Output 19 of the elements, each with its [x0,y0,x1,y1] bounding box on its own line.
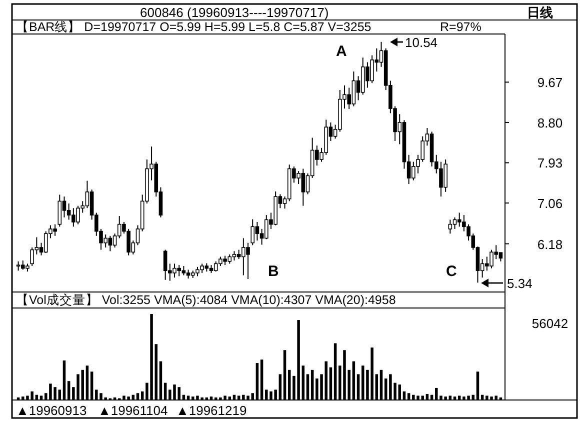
text: 56042 [532,316,568,331]
annotation: 【BAR线】 D=19970717 O=5.99 H=5.99 L=5.8 C=5.87 V=3255 [16,20,372,34]
text: 5.34 [507,276,532,291]
annotation: B [268,263,279,280]
chart-title: 【Vol成交量】 Vol:3255 VMA(5):4084 VMA(10):4307 VMA(20):4958 [16,292,396,307]
text: 日线 [527,5,553,20]
chart-title: 600846 (19960913----19970717) [140,5,329,20]
text: ▲19961219 [176,403,247,418]
y-tick-label: 8.80 [537,115,563,130]
y-tick-label: 9.67 [537,75,563,90]
annotation: C [446,263,457,280]
annotation: A [336,43,347,60]
annotation: R=97% [440,20,482,34]
annotation: 10.54 [405,35,438,50]
y-tick-label: 7.93 [537,156,563,171]
y-tick-label: 7.06 [537,196,563,212]
text: ▲19961104 [98,403,168,418]
text: ▲19960913 [16,403,87,418]
y-tick-label: 6.18 [537,236,563,252]
